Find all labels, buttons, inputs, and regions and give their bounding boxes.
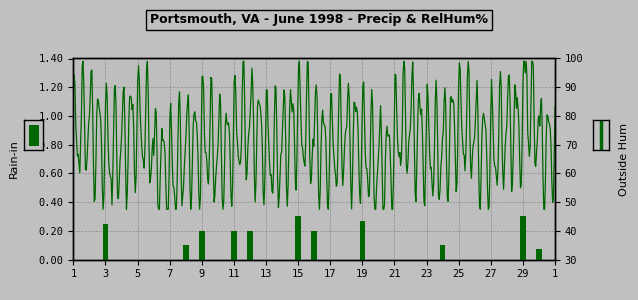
Bar	[247, 231, 253, 260]
Bar	[360, 221, 365, 260]
Text: Rain-in: Rain-in	[9, 140, 19, 178]
Bar	[29, 124, 39, 146]
Bar	[520, 216, 526, 260]
Bar	[183, 245, 189, 260]
Bar	[231, 231, 237, 260]
Bar	[295, 216, 301, 260]
Bar	[103, 224, 108, 260]
Text: Portsmouth, VA - June 1998 - Precip & RelHum%: Portsmouth, VA - June 1998 - Precip & Re…	[150, 14, 488, 26]
Bar	[440, 245, 445, 260]
Bar	[536, 249, 542, 260]
Bar	[311, 231, 317, 260]
Text: Outside Hum: Outside Hum	[619, 122, 629, 196]
Bar	[199, 231, 205, 260]
